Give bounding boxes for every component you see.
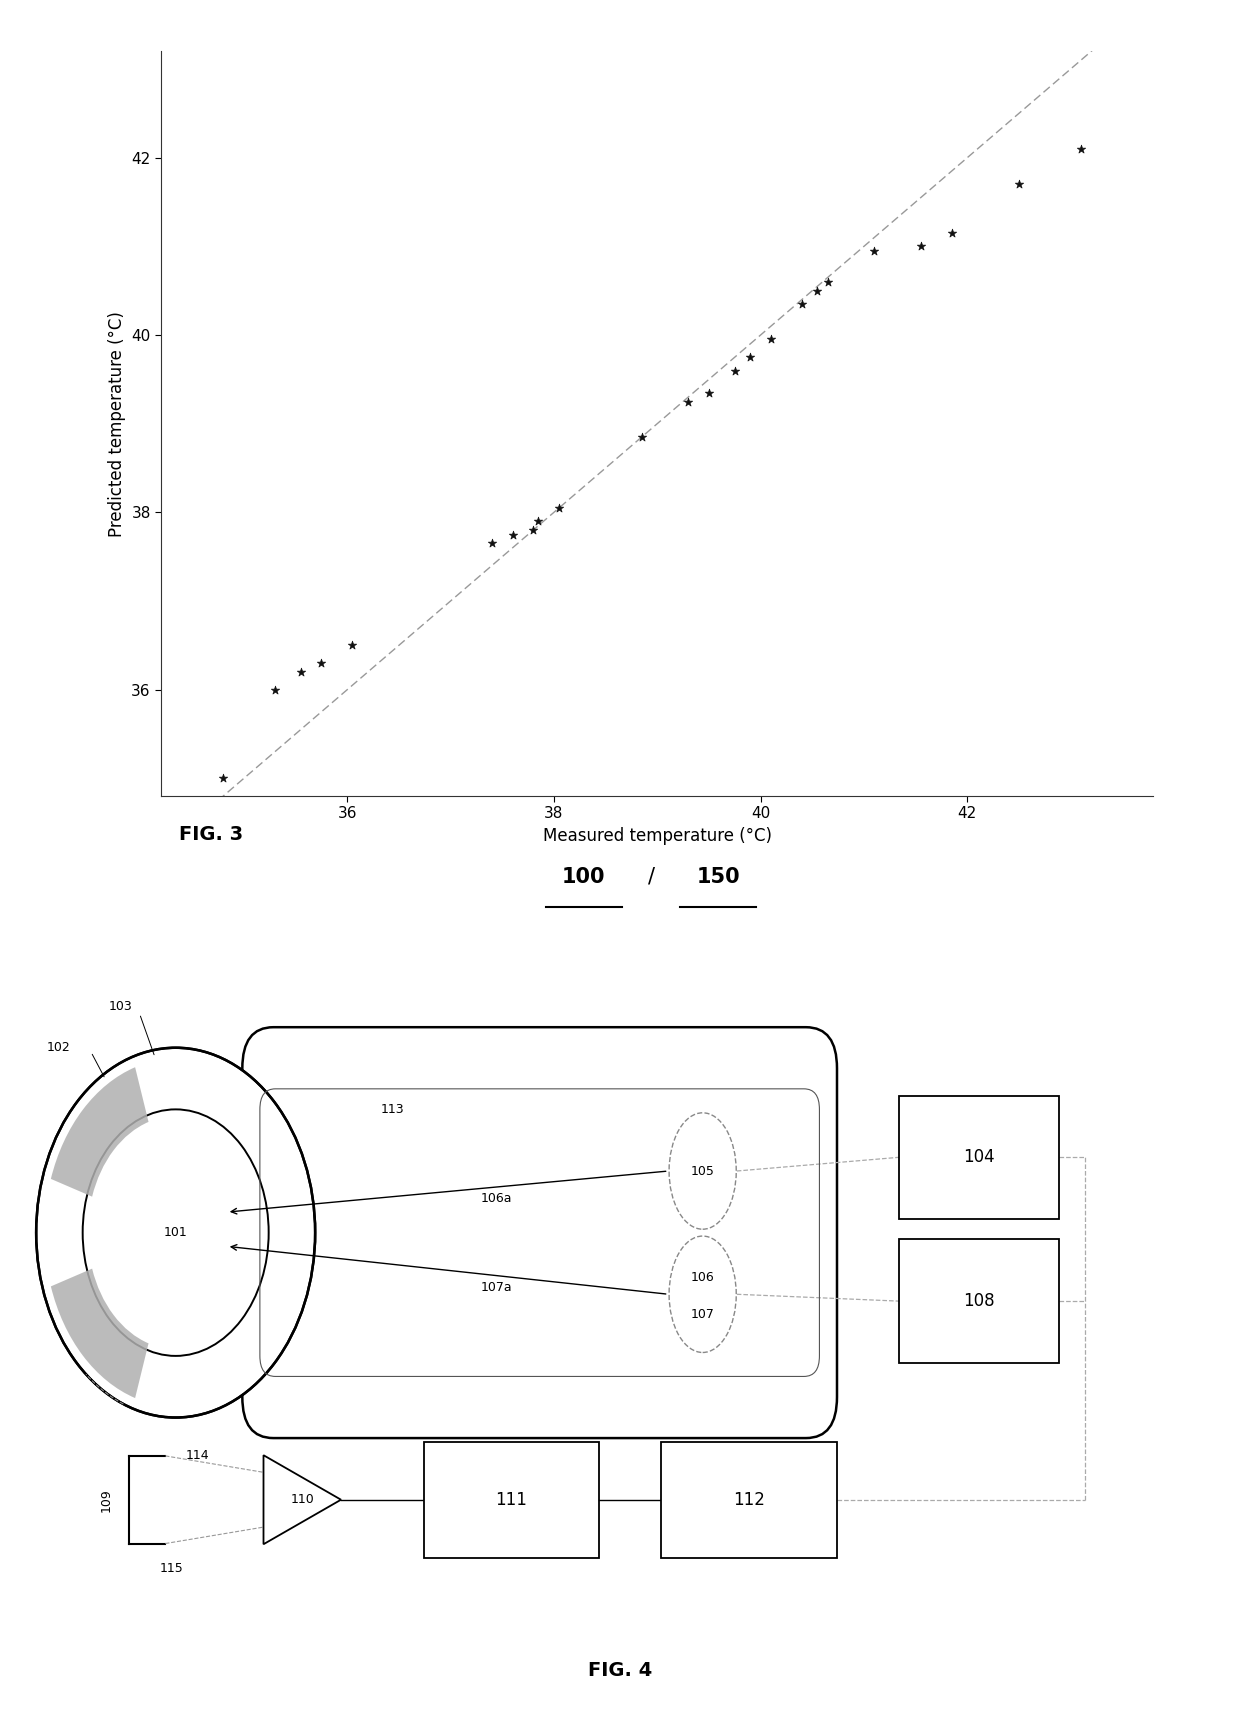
Text: 108: 108 — [963, 1293, 994, 1310]
FancyBboxPatch shape — [424, 1442, 599, 1558]
FancyBboxPatch shape — [661, 1442, 837, 1558]
Point — [699, 378, 719, 406]
Circle shape — [36, 1048, 315, 1418]
Point — [792, 291, 812, 318]
Point — [1071, 135, 1091, 163]
Point — [523, 517, 543, 544]
Text: FIG. 4: FIG. 4 — [588, 1661, 652, 1681]
Wedge shape — [51, 1269, 149, 1399]
Point — [678, 389, 698, 416]
Text: 150: 150 — [697, 866, 740, 887]
Text: 104: 104 — [963, 1149, 994, 1166]
Wedge shape — [51, 1067, 149, 1197]
X-axis label: Measured temperature (°C): Measured temperature (°C) — [543, 827, 771, 846]
Text: 112: 112 — [733, 1491, 765, 1508]
Ellipse shape — [670, 1113, 737, 1229]
Text: 103: 103 — [109, 1000, 133, 1014]
Point — [911, 233, 931, 260]
Point — [213, 765, 233, 793]
Text: FIG. 3: FIG. 3 — [179, 825, 243, 844]
Point — [725, 356, 745, 383]
Text: 107: 107 — [691, 1308, 714, 1322]
Point — [864, 238, 884, 265]
Point — [807, 277, 827, 305]
Text: 110: 110 — [290, 1493, 314, 1507]
Text: 106: 106 — [691, 1272, 714, 1284]
Point — [290, 657, 310, 685]
Point — [818, 269, 838, 296]
Text: 109: 109 — [100, 1488, 113, 1512]
Point — [761, 325, 781, 353]
Text: 107a: 107a — [480, 1281, 512, 1294]
Ellipse shape — [670, 1236, 737, 1352]
Text: 105: 105 — [691, 1164, 714, 1178]
Text: 102: 102 — [47, 1041, 71, 1055]
Text: 115: 115 — [160, 1561, 184, 1575]
Point — [740, 344, 760, 372]
Point — [265, 676, 285, 704]
Text: 113: 113 — [381, 1103, 404, 1116]
Text: 111: 111 — [496, 1491, 527, 1508]
FancyBboxPatch shape — [899, 1239, 1059, 1363]
Point — [482, 529, 502, 556]
Text: 100: 100 — [562, 866, 605, 887]
FancyBboxPatch shape — [899, 1096, 1059, 1219]
Y-axis label: Predicted temperature (°C): Predicted temperature (°C) — [108, 312, 125, 536]
Point — [942, 219, 962, 247]
Text: 106a: 106a — [480, 1192, 512, 1205]
Text: 114: 114 — [186, 1450, 210, 1462]
Point — [311, 649, 331, 676]
Text: /: / — [647, 866, 655, 887]
Point — [342, 632, 362, 659]
Point — [528, 507, 548, 534]
FancyBboxPatch shape — [242, 1027, 837, 1438]
Point — [1009, 171, 1029, 199]
Point — [632, 423, 652, 450]
Point — [549, 495, 569, 522]
Text: 101: 101 — [164, 1226, 187, 1239]
Point — [502, 520, 522, 548]
